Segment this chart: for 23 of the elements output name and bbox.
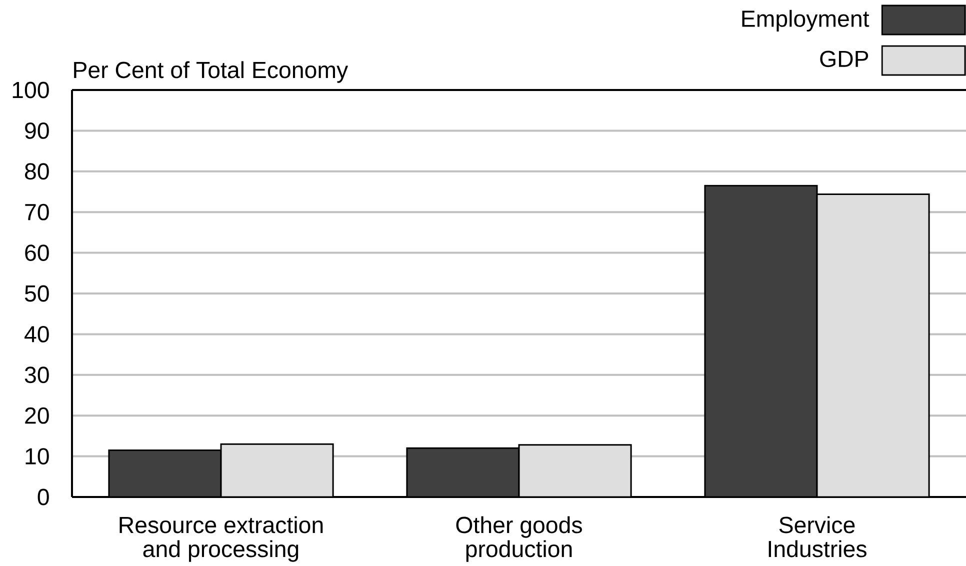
y-tick-label: 80 bbox=[25, 163, 49, 180]
bar bbox=[108, 449, 222, 497]
legend-label: Employment bbox=[742, 10, 870, 32]
bar bbox=[704, 184, 818, 497]
bar bbox=[518, 444, 632, 497]
x-tick-label: Service Industries bbox=[768, 516, 866, 558]
bar bbox=[816, 193, 930, 497]
y-tick-label: 40 bbox=[24, 326, 49, 342]
y-tick-label: 10 bbox=[26, 448, 49, 465]
y-tick-label: 0 bbox=[38, 488, 49, 506]
y-tick-label: 60 bbox=[25, 244, 49, 262]
y-tick-label: 100 bbox=[12, 82, 49, 98]
y-tick-label: 30 bbox=[24, 366, 49, 384]
bar bbox=[406, 447, 520, 497]
y-tick-label: 20 bbox=[25, 407, 49, 424]
y-tick-label: 70 bbox=[25, 204, 49, 220]
legend-label: GDP bbox=[820, 50, 868, 68]
bar bbox=[220, 443, 334, 497]
x-tick-label: Other goods production bbox=[456, 516, 582, 562]
y-tick-label: 90 bbox=[25, 122, 49, 139]
y-axis-title: Per Cent of Total Economy bbox=[74, 61, 348, 83]
x-tick-label: Resource extraction and processing bbox=[120, 516, 323, 562]
y-tick-label: 50 bbox=[24, 285, 49, 302]
